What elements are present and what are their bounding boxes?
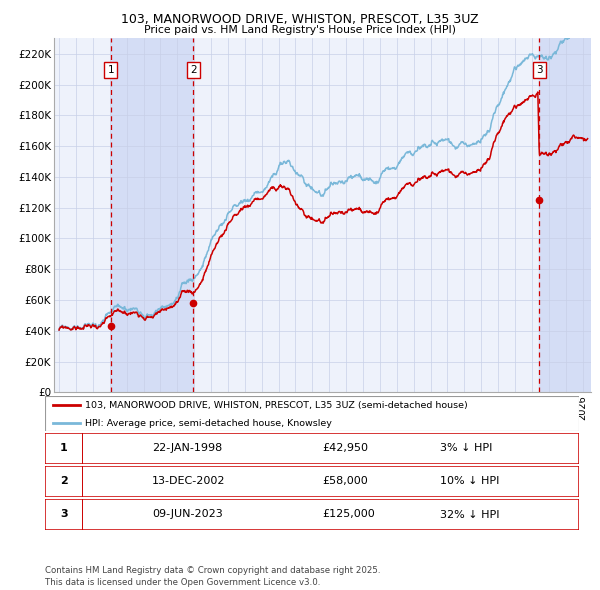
Text: £58,000: £58,000 bbox=[323, 477, 368, 486]
FancyBboxPatch shape bbox=[45, 396, 579, 431]
Text: 1: 1 bbox=[107, 65, 114, 75]
Text: 2: 2 bbox=[190, 65, 197, 75]
Text: 13-DEC-2002: 13-DEC-2002 bbox=[152, 477, 226, 486]
Text: 09-JUN-2023: 09-JUN-2023 bbox=[152, 510, 223, 519]
Text: 3: 3 bbox=[536, 65, 542, 75]
Text: 3% ↓ HPI: 3% ↓ HPI bbox=[440, 444, 493, 453]
Text: 1: 1 bbox=[60, 444, 68, 453]
Text: £125,000: £125,000 bbox=[323, 510, 376, 519]
Text: £42,950: £42,950 bbox=[323, 444, 368, 453]
Text: 103, MANORWOOD DRIVE, WHISTON, PRESCOT, L35 3UZ: 103, MANORWOOD DRIVE, WHISTON, PRESCOT, … bbox=[121, 13, 479, 26]
Text: 3: 3 bbox=[60, 510, 68, 519]
FancyBboxPatch shape bbox=[45, 433, 579, 464]
Bar bbox=[539, 38, 591, 392]
Text: Contains HM Land Registry data © Crown copyright and database right 2025.
This d: Contains HM Land Registry data © Crown c… bbox=[45, 566, 380, 587]
Text: HPI: Average price, semi-detached house, Knowsley: HPI: Average price, semi-detached house,… bbox=[85, 419, 332, 428]
Bar bbox=[110, 38, 193, 392]
Text: 2: 2 bbox=[60, 477, 68, 486]
Text: 10% ↓ HPI: 10% ↓ HPI bbox=[440, 477, 500, 486]
Text: 22-JAN-1998: 22-JAN-1998 bbox=[152, 444, 222, 453]
FancyBboxPatch shape bbox=[45, 466, 579, 497]
Text: Price paid vs. HM Land Registry's House Price Index (HPI): Price paid vs. HM Land Registry's House … bbox=[144, 25, 456, 35]
Text: 103, MANORWOOD DRIVE, WHISTON, PRESCOT, L35 3UZ (semi-detached house): 103, MANORWOOD DRIVE, WHISTON, PRESCOT, … bbox=[85, 401, 468, 410]
FancyBboxPatch shape bbox=[45, 499, 579, 530]
Text: 32% ↓ HPI: 32% ↓ HPI bbox=[440, 510, 500, 519]
